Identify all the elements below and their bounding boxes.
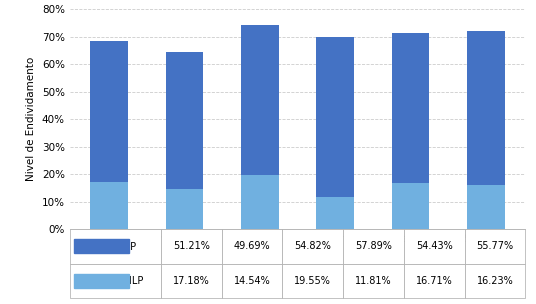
Bar [467, 31, 504, 185]
Bar [316, 197, 354, 229]
Bar [75, 274, 129, 288]
Bar [392, 183, 429, 229]
Bar [316, 37, 354, 197]
Bar [75, 240, 129, 253]
Bar [241, 175, 279, 229]
Bar [166, 53, 203, 189]
Bar [241, 25, 279, 175]
Bar [467, 185, 504, 229]
Bar [166, 189, 203, 229]
Bar [91, 182, 128, 229]
Bar [91, 41, 128, 182]
Bar [392, 33, 429, 183]
Y-axis label: Nivel de Endividamento: Nivel de Endividamento [26, 57, 36, 181]
